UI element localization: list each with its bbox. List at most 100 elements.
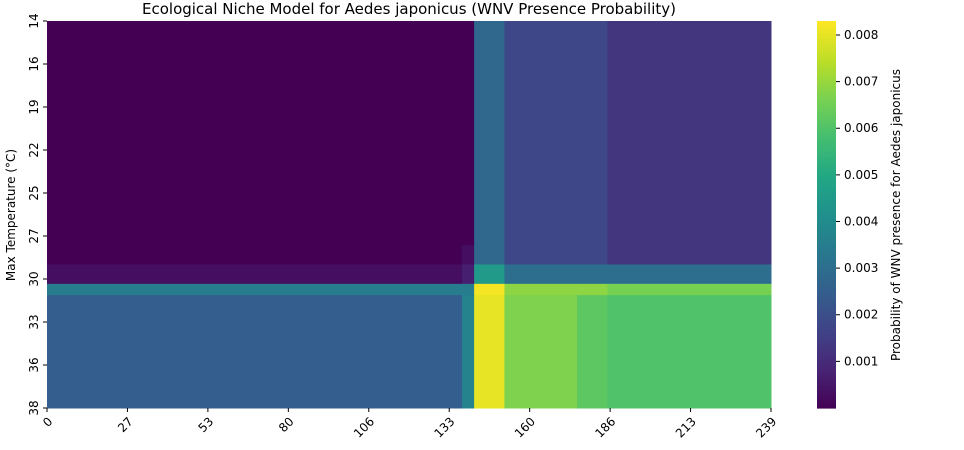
colorbar-tick-label: 0.006 [844,121,878,135]
heatmap-cell [446,21,463,246]
colorbar-segment [817,243,836,247]
heatmap-cell [607,295,772,409]
x-tick-label: 213 [673,414,699,440]
colorbar-segment [817,121,836,125]
colorbar-segment [817,229,836,233]
colorbar-segment [817,53,836,57]
colorbar-segment [817,214,836,218]
colorbar-segment [817,361,836,365]
colorbar-segment [817,199,836,202]
colorbar-segment [817,202,836,206]
colorbar-segment [817,69,836,72]
colorbar-segment [817,104,836,107]
colorbar-segment [817,193,836,196]
heatmap-cell [446,283,463,296]
heatmap-cell [474,295,505,409]
colorbar-segment [817,106,836,109]
colorbar-segment [817,38,836,41]
colorbar-segment [817,266,836,270]
colorbar-segment [817,396,836,399]
colorbar-segment [817,24,836,28]
colorbar-segment [817,309,836,312]
colorbar-segment [817,115,836,119]
colorbar-segment [817,392,836,396]
colorbar-segment [817,260,836,264]
colorbar-segment [817,344,836,347]
heatmap-cells [47,21,772,409]
colorbar-segment [817,338,836,341]
colorbar-segment [817,117,836,121]
colorbar-segment [817,342,836,345]
colorbar-segment [817,330,836,334]
colorbar-segment [817,378,836,382]
colorbar-segment [817,36,836,40]
colorbar-segment [817,46,836,49]
colorbar-segment [817,241,836,245]
x-tick-label: 133 [431,414,457,440]
colorbar-segment [817,200,836,204]
colorbar-segment [817,65,836,69]
chart-title: Ecological Niche Model for Aedes japonic… [142,0,676,18]
colorbar-segment [817,197,836,200]
x-tick-label: 160 [512,414,538,440]
colorbar-segment [817,289,836,293]
colorbar-segment [817,297,836,301]
colorbar-segment [817,152,836,156]
colorbar-segment [817,206,836,210]
colorbar-segment [817,351,836,355]
heatmap-cell [577,245,608,265]
y-tick-label: 38 [27,400,41,415]
y-axis: 14 16 19 22 25 27 30 33 36 38 [27,13,47,416]
colorbar-segment [817,305,836,308]
colorbar-segment [817,406,836,409]
colorbar-segment [817,311,836,314]
colorbar-segment [817,137,836,140]
colorbar-segment [817,111,836,115]
colorbar-segment [817,315,836,318]
colorbar-segment [817,340,836,343]
colorbar-segment [817,162,836,165]
colorbar-segment [817,131,836,134]
colorbar-segment [817,189,836,192]
heatmap-cell [47,21,448,246]
colorbar-segment [817,168,836,171]
colorbar-segment [817,286,836,289]
colorbar-segment [817,288,836,291]
colorbar-segment [817,291,836,295]
colorbar-segment [817,44,836,47]
colorbar-segment [817,125,836,129]
colorbar-segment [817,195,836,198]
colorbar-segment [817,142,836,146]
colorbar-segment [817,259,836,262]
heatmap-cell [577,21,608,246]
colorbar-segment [817,303,836,307]
heatmap-cell [446,295,463,409]
y-tick-label: 16 [27,56,41,71]
heatmap-cell [47,245,448,265]
colorbar-segment [817,146,836,150]
y-tick-label: 33 [27,314,41,329]
x-tick-label: 106 [351,414,377,440]
heatmap-cell [474,283,505,296]
colorbar-segment [817,110,836,113]
colorbar-segment [817,357,836,361]
colorbar-segment [817,257,836,260]
colorbar-segment [817,233,836,237]
colorbar-segment [817,282,836,285]
x-tick-label: 186 [592,414,618,440]
colorbar-segment [817,63,836,67]
colorbar-segment [817,367,836,370]
colorbar-segment [817,55,836,59]
colorbar-segment [817,346,836,349]
colorbar-segment [817,21,836,24]
heatmap-cell [577,283,608,296]
y-tick-label: 30 [27,271,41,286]
colorbar-segment [817,79,836,82]
colorbar-segment [817,237,836,241]
colorbar-segment [817,369,836,372]
colorbar-segment [817,293,836,297]
colorbar-segment [817,326,836,330]
y-tick-label: 22 [27,142,41,157]
colorbar-segment [817,80,836,84]
y-tick-label: 36 [27,357,41,372]
